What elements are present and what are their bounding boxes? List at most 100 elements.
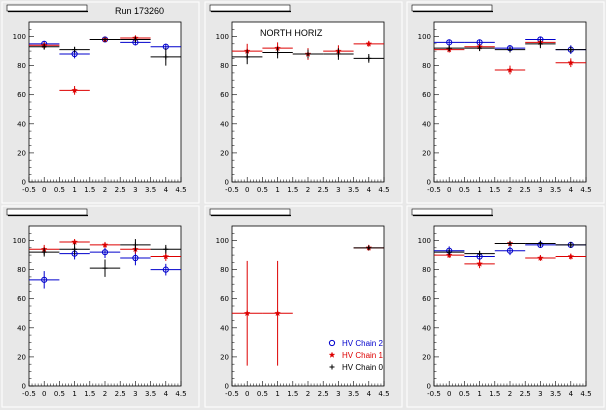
y-tick-label: 100 xyxy=(13,237,26,245)
data-point xyxy=(476,260,483,267)
data-point xyxy=(71,238,78,245)
x-tick-label: 2.5 xyxy=(318,186,329,194)
data-point xyxy=(366,245,372,251)
y-tick-label: 0 xyxy=(22,383,26,391)
x-tick-label: 1.5 xyxy=(287,186,298,194)
data-point xyxy=(568,242,574,248)
series-2 xyxy=(29,239,181,277)
data-point xyxy=(101,241,109,248)
x-tick-label: 2 xyxy=(306,186,310,194)
data-point xyxy=(506,247,514,254)
legend-marker xyxy=(329,364,335,370)
data-point xyxy=(71,86,78,94)
x-tick-label: 2.5 xyxy=(115,390,126,398)
data-point xyxy=(102,36,108,42)
pad-title-box xyxy=(209,208,291,216)
data-point xyxy=(275,50,281,56)
x-tick-label: -0.5 xyxy=(22,390,36,398)
x-tick-label: -0.5 xyxy=(22,186,36,194)
x-tick-label: 1 xyxy=(275,390,279,398)
data-point xyxy=(162,253,170,260)
data-point xyxy=(446,45,452,51)
y-tick-label: 100 xyxy=(418,33,431,41)
x-tick-label: 1 xyxy=(275,186,279,194)
x-tick-label: 4 xyxy=(367,390,372,398)
x-tick-label: 4.5 xyxy=(378,186,389,194)
data-point xyxy=(163,54,169,60)
y-tick-label: 60 xyxy=(220,91,229,99)
data-point xyxy=(537,41,543,47)
pad-title-box xyxy=(411,208,493,216)
x-tick-label: 3 xyxy=(538,390,542,398)
x-tick-label: 0 xyxy=(42,186,46,194)
x-tick-label: 3 xyxy=(133,186,137,194)
data-point xyxy=(132,242,138,248)
y-tick-label: 100 xyxy=(13,33,26,41)
data-point xyxy=(162,266,169,273)
x-tick-label: 0.5 xyxy=(54,186,65,194)
y-tick-label: 80 xyxy=(17,62,26,70)
series-2 xyxy=(29,36,181,66)
y-tick-label: 40 xyxy=(220,324,229,332)
x-tick-label: 0.5 xyxy=(459,390,470,398)
plot-frame xyxy=(231,21,385,183)
y-tick-label: 100 xyxy=(216,33,229,41)
x-tick-label: 2.5 xyxy=(318,390,329,398)
y-tick-label: 100 xyxy=(418,237,431,245)
legend-label: HV Chain 2 xyxy=(342,339,383,348)
x-tick-label: 1.5 xyxy=(287,390,298,398)
x-tick-label: 2 xyxy=(508,390,512,398)
y-tick-label: 60 xyxy=(17,91,26,99)
y-tick-label: 0 xyxy=(225,179,229,187)
data-point xyxy=(243,309,251,317)
x-tick-label: 0 xyxy=(245,390,249,398)
data-point xyxy=(477,251,483,257)
x-tick-label: 4.5 xyxy=(175,390,186,398)
legend-label: HV Chain 0 xyxy=(342,363,383,372)
x-tick-label: 0.5 xyxy=(459,186,470,194)
y-tick-label: 40 xyxy=(17,120,26,128)
x-tick-label: 0 xyxy=(245,186,249,194)
series-1 xyxy=(232,46,384,65)
x-tick-label: 3 xyxy=(538,186,542,194)
y-tick-label: 60 xyxy=(422,91,431,99)
y-tick-label: 40 xyxy=(422,324,431,332)
data-point xyxy=(506,66,514,73)
x-tick-label: 0.5 xyxy=(257,186,268,194)
chart-title: NORTH HORIZ xyxy=(260,28,323,38)
x-tick-label: 1.5 xyxy=(489,186,500,194)
y-tick-label: 20 xyxy=(220,353,229,361)
x-tick-label: 4 xyxy=(164,186,169,194)
x-tick-label: -0.5 xyxy=(225,390,239,398)
data-point xyxy=(568,47,574,53)
y-tick-label: 20 xyxy=(422,149,431,157)
pad-1: -0.5 0 0.5 1 1.5 2 2.5 3 3.5 4 4.5020406080100Run … xyxy=(1,1,200,204)
data-point xyxy=(477,45,483,51)
data-point xyxy=(41,276,48,283)
x-tick-label: 0.5 xyxy=(257,390,268,398)
x-tick-label: 2 xyxy=(103,390,107,398)
y-tick-label: 20 xyxy=(17,353,26,361)
plot-frame xyxy=(231,225,385,387)
x-tick-label: 3.5 xyxy=(145,390,156,398)
x-tick-label: 2.5 xyxy=(520,186,531,194)
data-point xyxy=(446,39,453,46)
data-point xyxy=(567,253,575,260)
x-tick-label: 0 xyxy=(447,390,451,398)
x-tick-label: 3.5 xyxy=(145,186,156,194)
pad-title-box xyxy=(6,208,88,216)
chart-title: Run 173260 xyxy=(115,6,164,16)
y-tick-label: 0 xyxy=(427,179,431,187)
x-tick-label: 1.5 xyxy=(84,186,95,194)
series-2 xyxy=(434,240,586,257)
x-tick-label: 4 xyxy=(569,390,574,398)
data-point xyxy=(132,36,138,42)
series-0 xyxy=(29,246,181,289)
legend-marker xyxy=(328,351,336,358)
data-point xyxy=(507,47,513,53)
data-point xyxy=(41,249,47,255)
data-point xyxy=(132,254,139,262)
x-tick-label: 4.5 xyxy=(175,186,186,194)
x-tick-label: 3.5 xyxy=(550,390,561,398)
data-point xyxy=(335,51,341,57)
